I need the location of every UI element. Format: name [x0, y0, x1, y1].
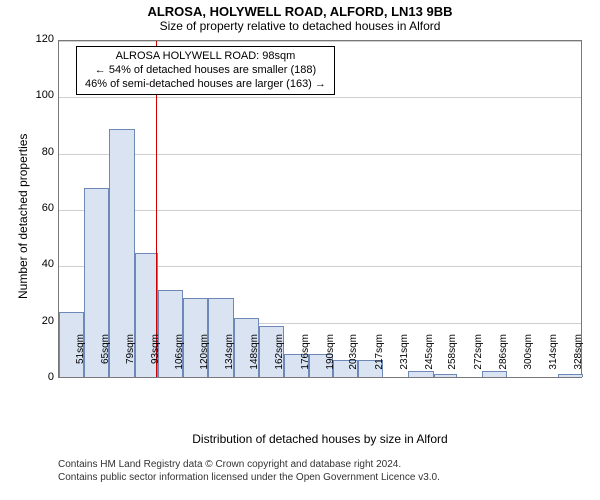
x-tick-label: 231sqm: [399, 334, 410, 384]
x-tick-label: 51sqm: [75, 334, 86, 384]
x-tick-label: 314sqm: [548, 334, 559, 384]
chart-caption: Contains HM Land Registry data © Crown c…: [58, 458, 440, 484]
x-tick-label: 134sqm: [224, 334, 235, 384]
y-tick-label: 20: [26, 315, 54, 327]
x-tick-label: 79sqm: [125, 334, 136, 384]
x-tick-label: 176sqm: [300, 334, 311, 384]
x-tick-label: 286sqm: [498, 334, 509, 384]
x-tick-label: 328sqm: [573, 334, 584, 384]
gridline: [59, 41, 581, 42]
x-tick-label: 190sqm: [325, 334, 336, 384]
x-tick-label: 93sqm: [150, 334, 161, 384]
y-tick-label: 0: [26, 371, 54, 383]
y-tick-label: 120: [26, 33, 54, 45]
histogram-chart: ALROSA, HOLYWELL ROAD, ALFORD, LN13 9BB …: [0, 0, 600, 500]
gridline: [59, 97, 581, 98]
x-axis-label: Distribution of detached houses by size …: [58, 432, 582, 446]
gridline: [59, 154, 581, 155]
y-tick-label: 100: [26, 89, 54, 101]
x-tick-label: 162sqm: [274, 334, 285, 384]
gridline: [59, 210, 581, 211]
caption-line: Contains HM Land Registry data © Crown c…: [58, 458, 440, 471]
y-tick-label: 40: [26, 258, 54, 270]
caption-line: Contains public sector information licen…: [58, 471, 440, 484]
y-tick-label: 80: [26, 146, 54, 158]
x-tick-label: 148sqm: [249, 334, 260, 384]
chart-title: ALROSA, HOLYWELL ROAD, ALFORD, LN13 9BB: [0, 0, 600, 19]
y-axis-label: Number of detached properties: [16, 134, 30, 299]
x-tick-label: 65sqm: [100, 334, 111, 384]
annotation-box: ALROSA HOLYWELL ROAD: 98sqm ← 54% of det…: [76, 46, 335, 95]
annotation-line: 46% of semi-detached houses are larger (…: [85, 78, 326, 92]
x-tick-label: 106sqm: [174, 334, 185, 384]
x-tick-label: 300sqm: [523, 334, 534, 384]
x-tick-label: 272sqm: [473, 334, 484, 384]
x-tick-label: 258sqm: [447, 334, 458, 384]
x-tick-label: 245sqm: [424, 334, 435, 384]
x-tick-label: 217sqm: [374, 334, 385, 384]
chart-subtitle: Size of property relative to detached ho…: [0, 19, 600, 35]
annotation-line: ALROSA HOLYWELL ROAD: 98sqm: [85, 50, 326, 64]
x-tick-label: 120sqm: [199, 334, 210, 384]
y-tick-label: 60: [26, 202, 54, 214]
x-tick-label: 203sqm: [348, 334, 359, 384]
annotation-line: ← 54% of detached houses are smaller (18…: [85, 64, 326, 78]
